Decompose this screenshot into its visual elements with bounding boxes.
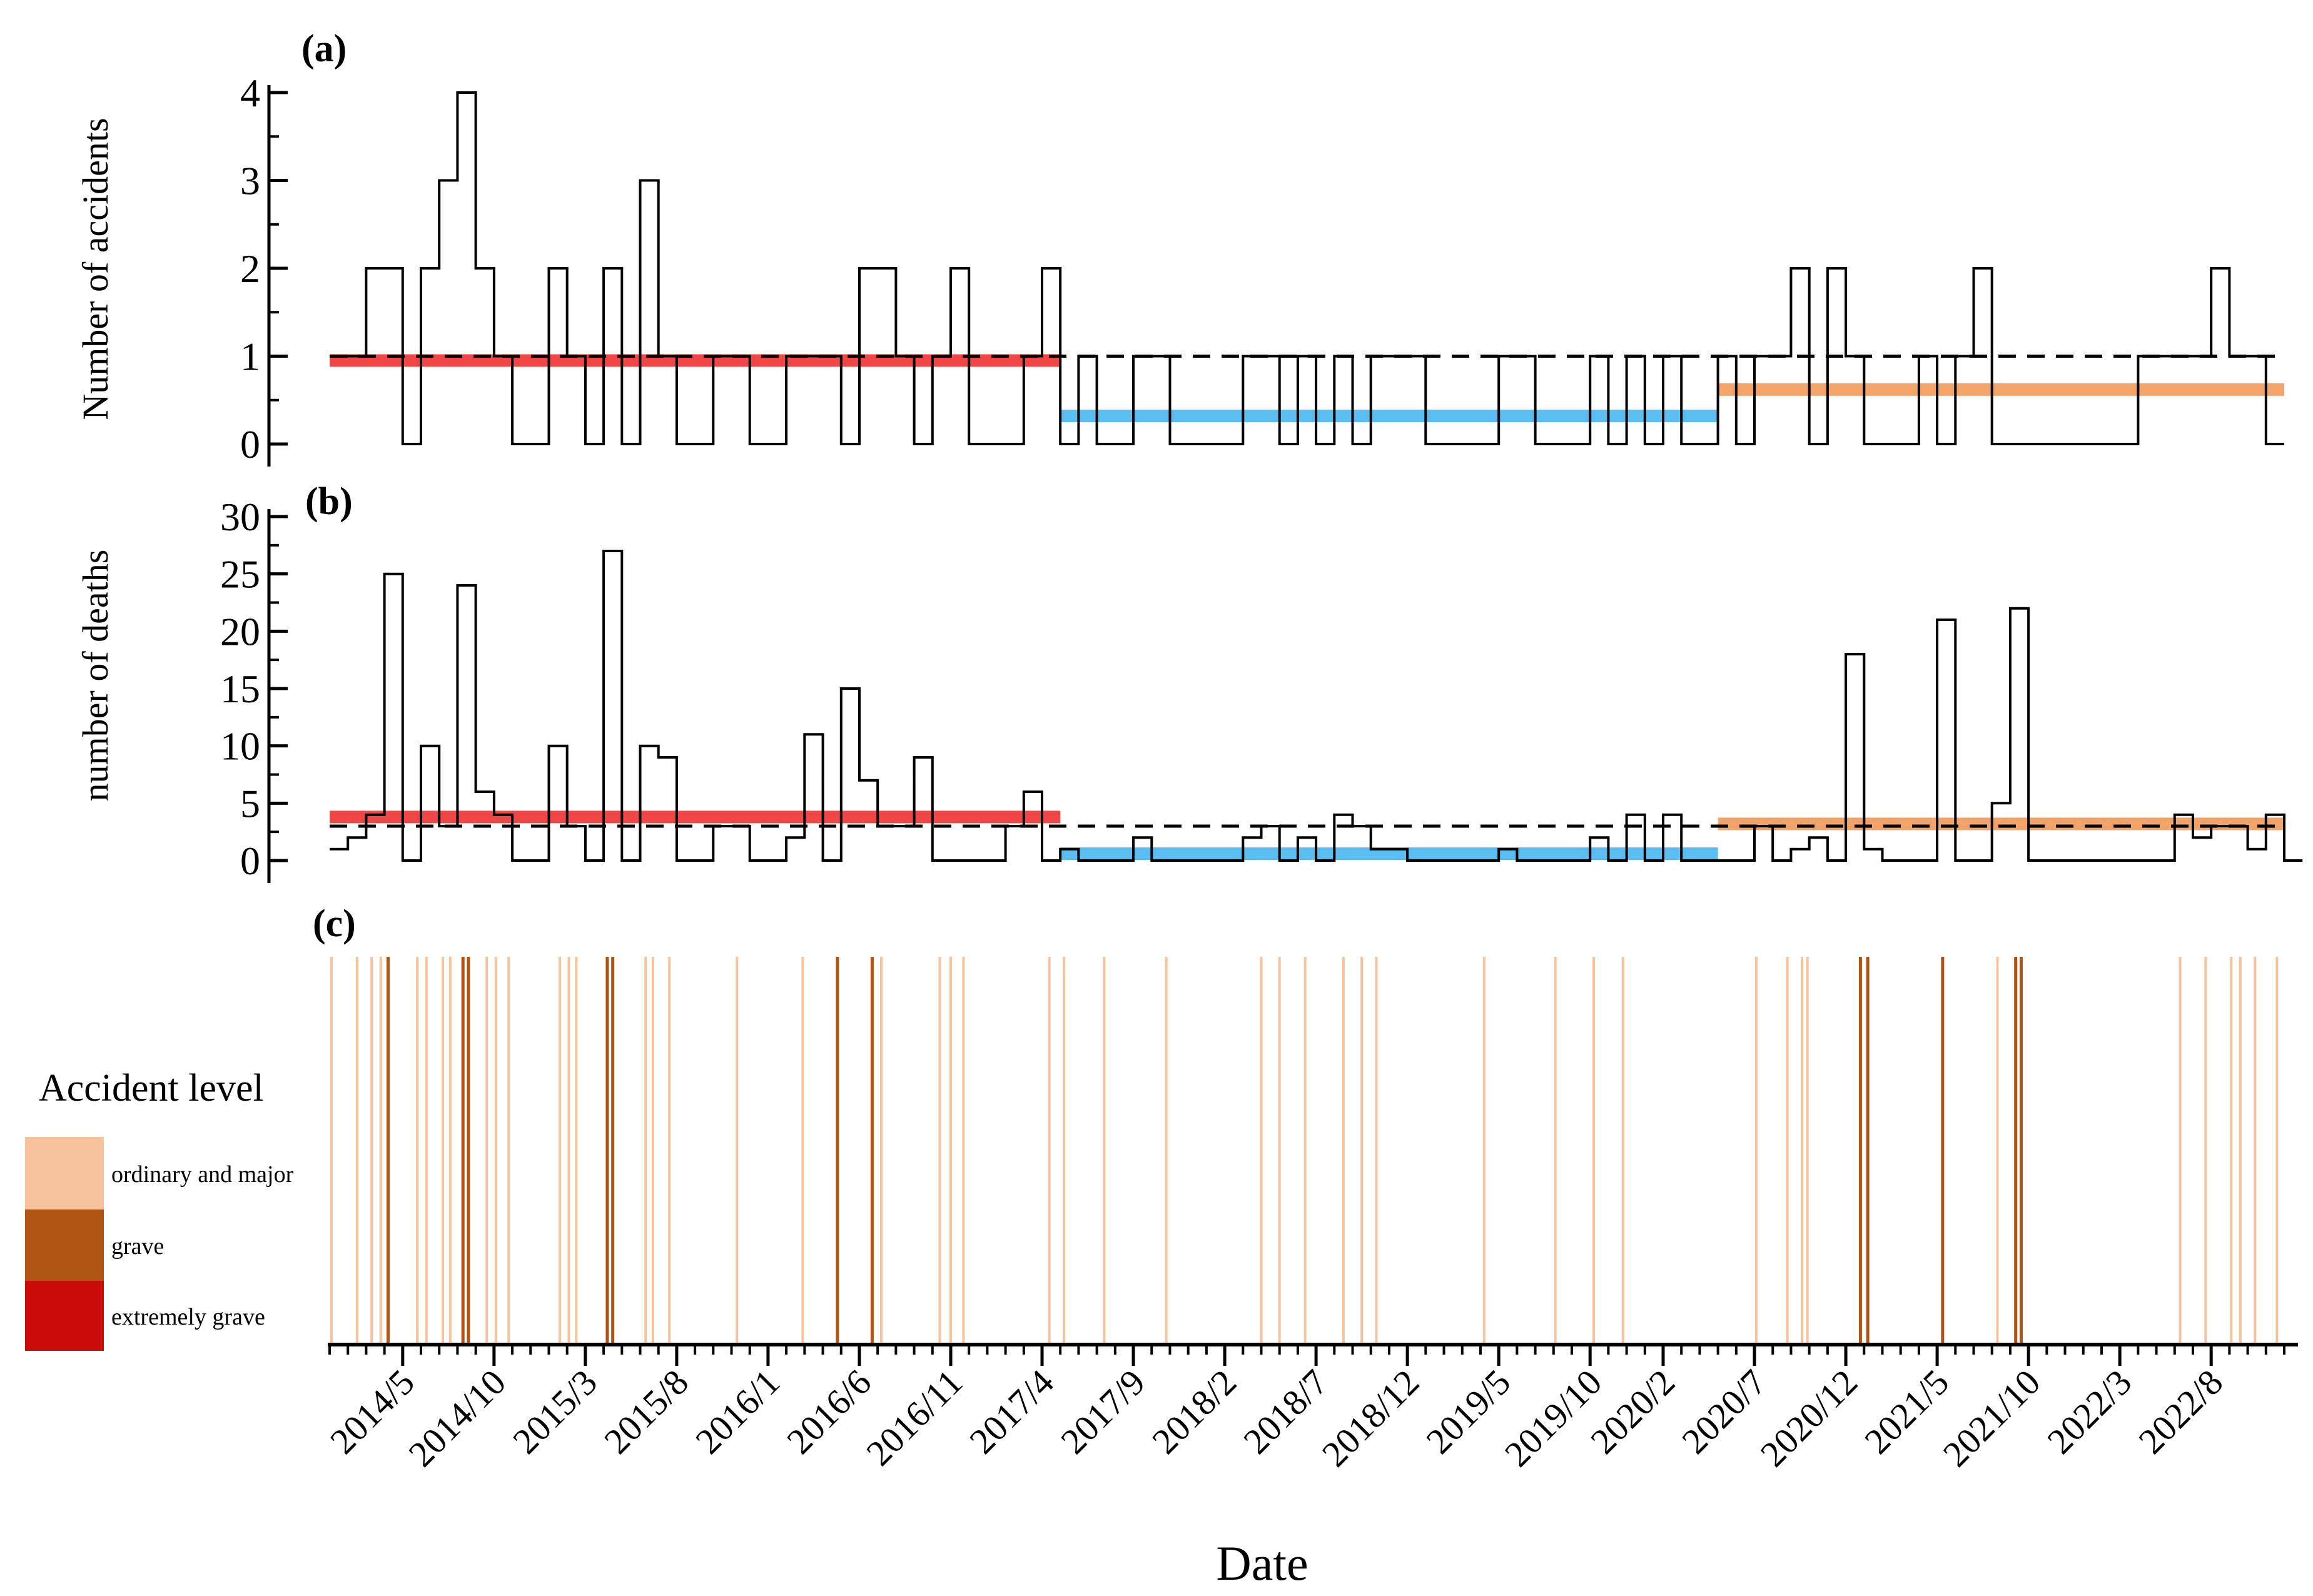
legend-label-ordinary: ordinary and major: [111, 1161, 294, 1188]
legend-swatch-grave: [25, 1210, 104, 1281]
panel-b-deaths-plot: 0 5 10 15 20 25 30: [220, 495, 2303, 883]
panel-b-y-tick-label: 20: [220, 609, 260, 654]
panel-a-y-axis-title: Number of accidents: [75, 118, 116, 420]
panel-b-y-tick-label: 0: [240, 839, 260, 883]
panel-a-label: (a): [301, 28, 347, 70]
panel-b-y-tick-label: 30: [220, 495, 260, 539]
legend-swatch-ordinary: [25, 1137, 104, 1210]
panel-a-y-tick-label: 0: [240, 422, 260, 467]
panel-b-y-tick-label: 10: [220, 724, 260, 769]
panel-b-y-tick-label: 25: [220, 552, 260, 597]
x-tick-label: 2020/2: [1582, 1361, 1683, 1462]
x-tick-label: 2018/12: [1314, 1361, 1427, 1474]
x-tick-label: 2019/10: [1497, 1361, 1609, 1474]
x-tick-label: 2014/10: [401, 1361, 514, 1474]
x-tick-label: 2015/3: [505, 1361, 605, 1462]
panel-b-step-series: [330, 550, 2303, 862]
panel-b-label: (b): [305, 480, 353, 523]
panel-a-y-tick-label: 4: [240, 71, 260, 115]
panel-c-accident-level-plot: [330, 957, 2279, 1343]
legend-label-grave: grave: [111, 1233, 164, 1260]
x-tick-label: 2020/12: [1753, 1361, 1865, 1474]
panel-b-y-tick-label: 15: [220, 667, 260, 711]
x-tick-label: 2016/1: [687, 1361, 787, 1462]
legend-label-extremely-grave: extremely grave: [111, 1304, 265, 1330]
x-axis-title: Date: [1216, 1536, 1308, 1590]
panel-a-accidents-plot: 0 1 2 3 4: [240, 71, 2284, 467]
x-tick-label: 2016/11: [858, 1361, 970, 1473]
x-tick-label: 2022/8: [2130, 1361, 2230, 1462]
x-tick-label: 2017/4: [961, 1361, 1061, 1462]
panel-a-step-series: [330, 91, 2284, 445]
panel-a-y-tick-label: 3: [240, 159, 260, 203]
legend-swatch-extremely-grave: [25, 1281, 104, 1351]
x-tick-label: 2015/8: [596, 1361, 696, 1462]
x-tick-label: 2018/2: [1144, 1361, 1244, 1462]
x-tick-label: 2021/10: [1935, 1361, 2048, 1474]
panel-b-y-axis-title: number of deaths: [75, 550, 116, 802]
x-tick-label: 2022/3: [2039, 1361, 2139, 1462]
x-tick-label: 2017/9: [1053, 1361, 1153, 1462]
legend-title: Accident level: [39, 1067, 264, 1109]
panel-a-y-tick-label: 2: [240, 246, 260, 291]
panel-c-label: (c): [313, 902, 356, 945]
panel-a-y-tick-label: 1: [240, 335, 260, 379]
x-axis: 2014/52014/102015/32015/82016/12016/6201…: [322, 1343, 2298, 1475]
panel-b-y-tick-label: 5: [240, 781, 260, 826]
